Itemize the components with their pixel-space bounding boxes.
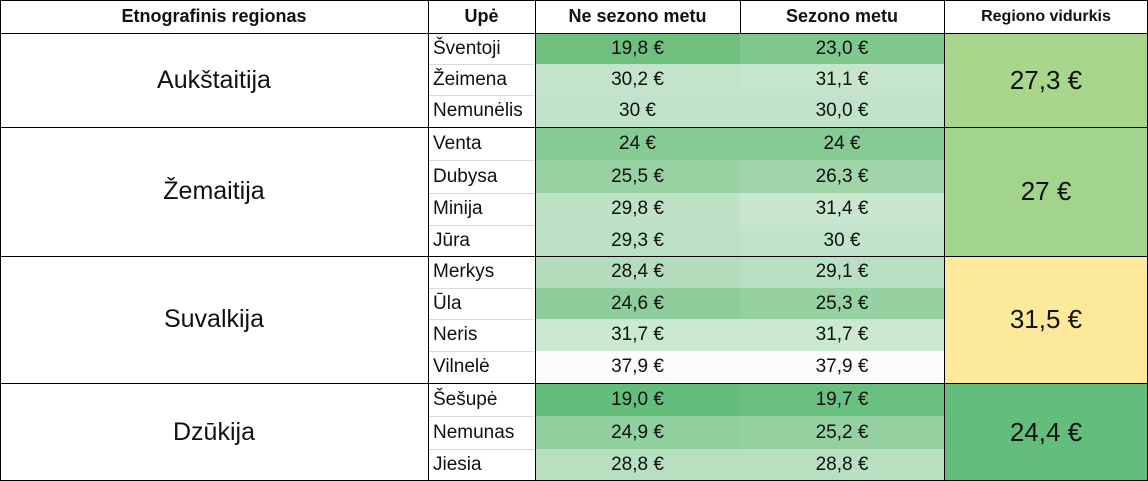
off-season-price: 30 € xyxy=(535,95,740,127)
season-price: 19,7 € xyxy=(740,383,944,416)
off-season-price: 19,8 € xyxy=(535,33,740,64)
off-season-price: 29,8 € xyxy=(535,193,740,225)
grid-line xyxy=(428,449,535,450)
season-price: 24 € xyxy=(740,127,944,160)
header-season: Sezono metu xyxy=(785,6,898,26)
off-season-price: 25,5 € xyxy=(535,160,740,193)
river-name: Šventoji xyxy=(433,37,501,59)
header-region-average: Regiono vidurkis xyxy=(981,7,1111,25)
river-name: Jūra xyxy=(433,229,470,251)
season-price: 31,1 € xyxy=(740,64,944,95)
river-name: Merkys xyxy=(433,261,495,282)
border-line xyxy=(740,0,741,33)
border-line xyxy=(0,256,1148,257)
river-name: Šešupė xyxy=(433,388,498,410)
season-price: 28,8 € xyxy=(740,449,944,481)
border-line xyxy=(428,0,429,481)
river-name: Neris xyxy=(433,324,478,345)
grid-line xyxy=(428,416,535,417)
river-name: Ūla xyxy=(433,292,462,314)
off-season-price: 29,3 € xyxy=(535,225,740,256)
grid-line xyxy=(428,225,535,226)
grid-line xyxy=(428,351,535,352)
grid-line xyxy=(428,64,535,65)
river-name: Vilnelė xyxy=(433,356,490,377)
season-price: 29,1 € xyxy=(740,256,944,288)
header-river: Upė xyxy=(464,6,499,26)
river-name: Jiesia xyxy=(433,454,482,475)
season-price: 26,3 € xyxy=(740,160,944,193)
off-season-price: 28,4 € xyxy=(535,256,740,288)
river-name: Minija xyxy=(433,198,483,219)
region-average: 24,4 € xyxy=(944,383,1148,481)
grid-line xyxy=(428,193,535,194)
season-price: 37,9 € xyxy=(740,351,944,383)
grid-line xyxy=(428,95,535,96)
header-region: Etnografinis regionas xyxy=(121,6,307,26)
season-price: 31,4 € xyxy=(740,193,944,225)
season-price: 23,0 € xyxy=(740,33,944,64)
season-price: 25,3 € xyxy=(740,288,944,319)
border-line xyxy=(535,0,536,481)
off-season-price: 24 € xyxy=(535,127,740,160)
river-name: Nemunas xyxy=(433,421,515,443)
off-season-price: 30,2 € xyxy=(535,64,740,95)
season-price: 25,2 € xyxy=(740,416,944,449)
region-average: 31,5 € xyxy=(944,256,1148,383)
off-season-price: 24,6 € xyxy=(535,288,740,319)
off-season-price: 31,7 € xyxy=(535,319,740,351)
river-name: Dubysa xyxy=(433,165,498,187)
season-price: 30,0 € xyxy=(740,95,944,127)
off-season-price: 24,9 € xyxy=(535,416,740,449)
off-season-price: 37,9 € xyxy=(535,351,740,383)
border-line xyxy=(944,0,945,481)
off-season-price: 28,8 € xyxy=(535,449,740,481)
region-name: Suvalkija xyxy=(163,305,265,333)
off-season-price: 19,0 € xyxy=(535,383,740,416)
region-average: 27 € xyxy=(944,127,1148,256)
grid-line xyxy=(428,319,535,320)
border-line xyxy=(0,383,1148,384)
region-name: Žemaitija xyxy=(163,177,265,205)
header-off-season: Ne sezono metu xyxy=(568,6,707,26)
border-line xyxy=(0,127,1148,128)
grid-line xyxy=(428,288,535,289)
river-name: Nemunėlis xyxy=(433,100,523,121)
region-name: Dzūkija xyxy=(173,417,255,446)
river-name: Venta xyxy=(433,132,482,154)
river-name: Žeimena xyxy=(433,68,507,90)
border-line xyxy=(0,0,1,481)
season-price: 30 € xyxy=(740,225,944,256)
border-line xyxy=(0,0,1148,1)
grid-line xyxy=(428,160,535,161)
season-price: 31,7 € xyxy=(740,319,944,351)
region-average: 27,3 € xyxy=(944,33,1148,127)
region-name: Aukštaitija xyxy=(157,65,271,94)
border-line xyxy=(0,33,1148,34)
